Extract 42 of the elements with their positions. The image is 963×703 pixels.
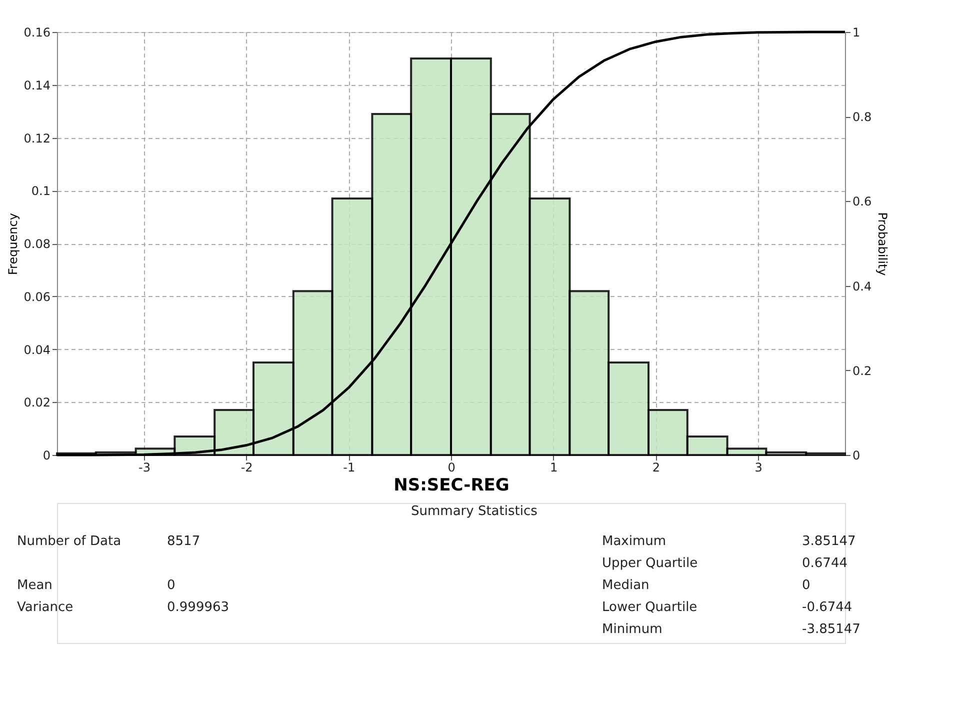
y-tick-label: 0.16 [24, 26, 50, 40]
y-tick-label: 0 [42, 448, 50, 462]
y2-axis-title: Probability [876, 212, 890, 276]
text: Median [602, 578, 650, 593]
text: Number of Data [17, 534, 122, 549]
y2-tick-label: 0 [852, 448, 860, 462]
x-tick-label: -2 [240, 460, 253, 474]
text: Summary Statistics [411, 504, 538, 519]
y-tick-label: 0.06 [24, 290, 50, 304]
text: 8517 [167, 534, 200, 549]
y-tick-label: 0.08 [24, 237, 50, 251]
text: -3.85147 [802, 622, 860, 637]
text: Minimum [602, 622, 662, 637]
y2-tick-label: 0.4 [852, 279, 872, 294]
y-axis-title: Frequency [6, 213, 20, 275]
text: Upper Quartile [602, 556, 698, 571]
text: 0.6744 [802, 556, 848, 571]
text: Variance [17, 600, 74, 615]
text: Mean [17, 578, 52, 593]
y-tick-label: 0.12 [24, 131, 50, 146]
x-axis-title: NS:SEC-REG [394, 476, 510, 496]
text: 0 [802, 578, 810, 593]
y2-tick-label: 0.6 [852, 194, 872, 209]
x-tick-label: 3 [754, 460, 762, 474]
text: 3.85147 [802, 534, 856, 549]
x-tick-label: 1 [550, 460, 558, 474]
text: 0.999963 [167, 600, 230, 615]
y-tick-label: 0.14 [24, 78, 50, 92]
y2-tick-label: 0.8 [852, 110, 872, 124]
y-tick-label: 0.02 [24, 396, 50, 410]
y-tick-label: 0.1 [31, 184, 50, 198]
y2-tick-label: 1 [852, 26, 860, 40]
x-tick-label: -1 [343, 460, 356, 474]
y-tick-label: 0.04 [24, 342, 50, 357]
x-tick-label: 0 [448, 460, 456, 474]
x-tick-label: -3 [138, 460, 150, 474]
text: -0.6744 [802, 600, 852, 615]
x-tick-label: 2 [652, 460, 660, 474]
text: Lower Quartile [602, 600, 698, 615]
y2-tick-label: 0.2 [852, 364, 872, 378]
text: Maximum [602, 534, 666, 549]
text: 0 [167, 578, 176, 593]
